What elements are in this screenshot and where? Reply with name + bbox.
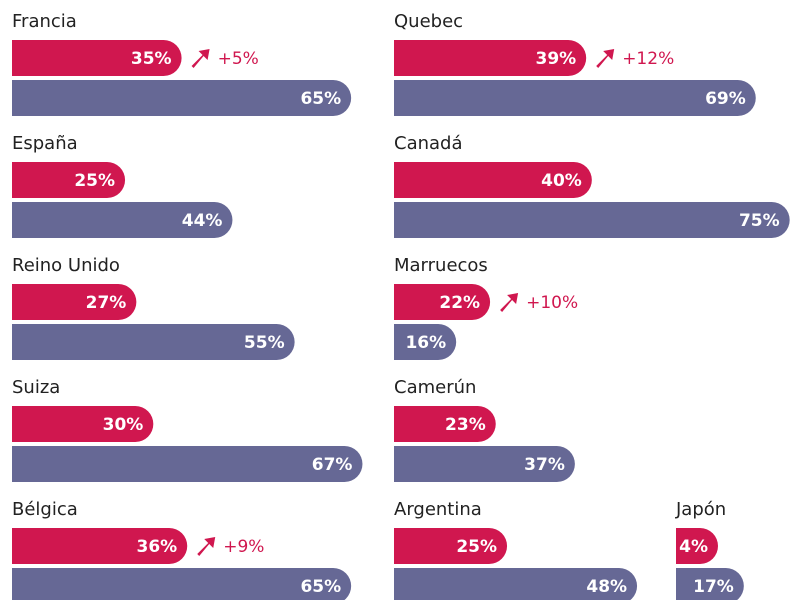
panel-title: Quebec	[394, 11, 463, 32]
bar	[676, 568, 744, 600]
value-label: 55%	[244, 333, 285, 353]
panel-title: Reino Unido	[12, 255, 120, 276]
panel-title: Argentina	[394, 499, 482, 520]
value-label: 16%	[405, 333, 446, 353]
value-label: 25%	[456, 537, 497, 557]
bar	[394, 406, 496, 442]
change-label: +9%	[223, 537, 264, 557]
bar	[12, 446, 363, 482]
value-label: 25%	[74, 171, 115, 191]
value-label: 67%	[312, 455, 353, 475]
bar	[12, 202, 233, 238]
change-label: +10%	[526, 293, 578, 313]
bar	[12, 284, 137, 320]
panel-title: Suiza	[12, 377, 60, 398]
value-label: 35%	[131, 49, 172, 69]
bar	[12, 40, 182, 76]
value-label: 36%	[137, 537, 178, 557]
bar	[12, 406, 154, 442]
bar	[12, 162, 126, 198]
panel-title: Francia	[12, 11, 77, 32]
panel-title: Japón	[675, 499, 726, 520]
bar	[394, 446, 575, 482]
bar	[394, 528, 508, 564]
bar	[394, 202, 790, 238]
change-arrow	[596, 49, 615, 68]
change-label: +5%	[218, 49, 259, 69]
value-label: 65%	[300, 577, 341, 597]
bar	[676, 528, 718, 564]
bar	[394, 284, 491, 320]
value-label: 69%	[705, 89, 746, 109]
change-label: +12%	[622, 49, 674, 69]
panel-title: Canadá	[394, 133, 463, 154]
value-label: 22%	[439, 293, 480, 313]
change-arrow	[191, 49, 210, 68]
bar	[394, 162, 592, 198]
bar	[394, 568, 638, 600]
bar	[394, 40, 587, 76]
change-arrow	[197, 537, 216, 556]
panel-title: España	[12, 133, 78, 154]
bar	[12, 80, 352, 116]
bar	[394, 324, 457, 360]
value-label: 65%	[300, 89, 341, 109]
value-label: 4%	[679, 537, 708, 557]
value-label: 30%	[103, 415, 144, 435]
value-label: 48%	[586, 577, 627, 597]
panel-title: Marruecos	[394, 255, 488, 276]
bar	[12, 324, 295, 360]
change-arrow	[500, 293, 519, 312]
bar	[12, 568, 352, 600]
value-label: 39%	[535, 49, 576, 69]
value-label: 44%	[182, 211, 223, 231]
panel-title: Bélgica	[12, 499, 78, 520]
value-label: 17%	[693, 577, 734, 597]
bar	[12, 528, 188, 564]
panel-title: Camerún	[394, 377, 476, 398]
value-label: 75%	[739, 211, 780, 231]
value-label: 27%	[86, 293, 127, 313]
bar	[394, 80, 756, 116]
value-label: 23%	[445, 415, 486, 435]
value-label: 40%	[541, 171, 582, 191]
value-label: 37%	[524, 455, 565, 475]
